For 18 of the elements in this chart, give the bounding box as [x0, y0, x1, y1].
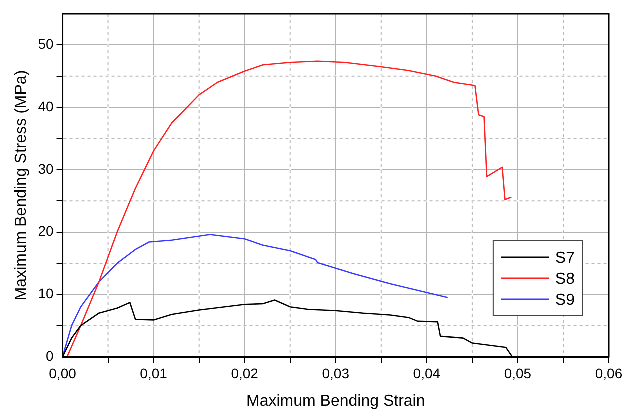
y-tick-label: 0: [46, 348, 54, 364]
y-tick-label: 50: [38, 36, 54, 52]
legend-label: S9: [555, 292, 576, 309]
y-tick-label: 30: [38, 160, 54, 177]
x-tick-label: 0,06: [595, 365, 623, 382]
legend-label: S8: [555, 270, 576, 288]
y-axis-title: Maximum Bending Stress (MPa): [13, 70, 30, 301]
x-tick-label: 0,01: [140, 365, 168, 382]
x-tick-label: 0,05: [504, 365, 532, 382]
x-tick-label: 0,00: [49, 365, 77, 382]
legend-label: S7: [555, 250, 576, 267]
y-tick-label: 40: [38, 98, 54, 114]
y-tick-label: 10: [38, 285, 54, 302]
x-tick-label: 0,04: [413, 365, 441, 382]
x-tick-label: 0,02: [231, 365, 259, 382]
x-tick-label: 0,03: [322, 365, 350, 382]
x-axis-title: Maximum Bending Strain: [246, 392, 426, 410]
y-tick-label: 20: [38, 223, 54, 240]
